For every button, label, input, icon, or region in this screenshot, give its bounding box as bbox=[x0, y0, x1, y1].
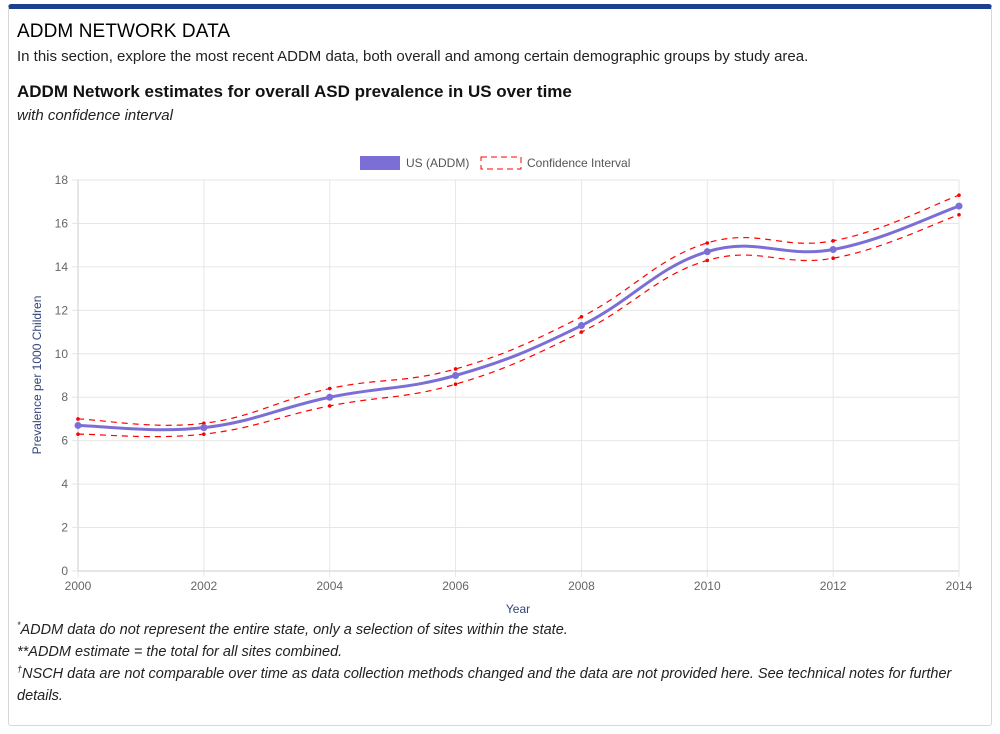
data-point-us-addm[interactable] bbox=[955, 202, 963, 210]
footnote-1: *ADDM data do not represent the entire s… bbox=[17, 619, 972, 641]
confidence-band bbox=[76, 193, 961, 438]
x-tick-label: 2004 bbox=[316, 579, 343, 593]
chart-ticks: 0 2 4 6 8 10 12 14 16 18 2000 2002 2004 2006 2008 2010 2… bbox=[55, 173, 973, 593]
y-tick-label: 6 bbox=[61, 434, 68, 448]
footnote-text: ADDM data do not represent the entire st… bbox=[20, 622, 568, 638]
x-tick-label: 2010 bbox=[694, 579, 721, 593]
x-tick-label: 2008 bbox=[568, 579, 595, 593]
confidence-upper-point[interactable] bbox=[705, 241, 710, 245]
footnote-text: **ADDM estimate = the total for all site… bbox=[17, 644, 343, 660]
confidence-lower-point[interactable] bbox=[202, 432, 206, 436]
y-tick-label: 12 bbox=[55, 303, 69, 317]
data-point-us-addm[interactable] bbox=[326, 393, 334, 401]
data-point-us-addm[interactable] bbox=[200, 424, 208, 432]
x-axis-title: Year bbox=[506, 602, 530, 616]
series-layer bbox=[74, 202, 963, 432]
confidence-upper-line bbox=[77, 194, 960, 426]
series-line-us-addm bbox=[77, 204, 960, 432]
y-tick-label: 2 bbox=[61, 521, 68, 535]
x-tick-label: 2002 bbox=[191, 579, 218, 593]
footnote-2: **ADDM estimate = the total for all site… bbox=[17, 641, 972, 663]
x-tick-label: 2014 bbox=[946, 579, 973, 593]
y-tick-label: 4 bbox=[61, 477, 68, 491]
chart-grid bbox=[77, 179, 960, 572]
y-tick-label: 18 bbox=[55, 173, 69, 187]
data-point-us-addm[interactable] bbox=[452, 372, 460, 379]
section-description: In this section, explore the most recent… bbox=[17, 48, 809, 65]
footnote-text: NSCH data are not comparable over time a… bbox=[17, 666, 952, 704]
confidence-lower-point[interactable] bbox=[579, 330, 584, 334]
chart-subtitle: with confidence interval bbox=[17, 107, 173, 124]
data-point-us-addm[interactable] bbox=[577, 322, 585, 330]
y-tick-label: 0 bbox=[61, 564, 68, 578]
footnote-mark: * bbox=[17, 620, 21, 631]
confidence-lower-point[interactable] bbox=[957, 212, 961, 217]
footnotes: *ADDM data do not represent the entire s… bbox=[17, 619, 972, 707]
section-title: ADDM NETWORK DATA bbox=[17, 21, 231, 42]
x-tick-label: 2012 bbox=[820, 579, 847, 593]
legend-swatch-us-addm[interactable] bbox=[360, 156, 400, 170]
data-point-us-addm[interactable] bbox=[74, 421, 82, 429]
confidence-upper-point[interactable] bbox=[579, 315, 584, 319]
x-tick-label: 2006 bbox=[442, 579, 469, 593]
data-point-us-addm[interactable] bbox=[703, 248, 711, 256]
confidence-lower-line bbox=[77, 214, 960, 438]
legend-label-us-addm[interactable]: US (ADDM) bbox=[406, 156, 469, 170]
confidence-lower-point[interactable] bbox=[453, 382, 458, 386]
confidence-lower-point[interactable] bbox=[327, 404, 332, 408]
confidence-lower-point[interactable] bbox=[705, 258, 710, 263]
confidence-upper-point[interactable] bbox=[831, 239, 835, 243]
legend-label-confidence-interval[interactable]: Confidence Interval bbox=[527, 156, 630, 170]
confidence-upper-point[interactable] bbox=[327, 386, 332, 391]
y-tick-label: 14 bbox=[55, 260, 69, 274]
confidence-lower-point[interactable] bbox=[76, 432, 80, 436]
prevalence-line-chart: 0 2 4 6 8 10 12 14 16 18 2000 2002 2004 2006 2008 2010 2… bbox=[30, 156, 973, 616]
confidence-upper-point[interactable] bbox=[957, 193, 961, 198]
confidence-lower-point[interactable] bbox=[831, 256, 835, 261]
confidence-upper-point[interactable] bbox=[202, 421, 206, 426]
data-point-us-addm[interactable] bbox=[829, 246, 837, 254]
addm-network-card bbox=[8, 4, 992, 726]
confidence-upper-point[interactable] bbox=[453, 367, 458, 371]
chart-title: ADDM Network estimates for overall ASD p… bbox=[17, 82, 572, 101]
chart-legend: US (ADDM) Confidence Interval bbox=[360, 156, 630, 170]
y-tick-label: 16 bbox=[55, 216, 69, 230]
y-tick-label: 10 bbox=[55, 347, 69, 361]
footnote-3: †NSCH data are not comparable over time … bbox=[17, 663, 972, 707]
y-axis-title: Prevalence per 1000 Children bbox=[30, 296, 44, 455]
legend-swatch-confidence-interval[interactable] bbox=[480, 156, 522, 170]
y-tick-label: 8 bbox=[61, 390, 68, 404]
footnote-mark: † bbox=[17, 664, 23, 675]
x-tick-label: 2000 bbox=[65, 579, 92, 593]
confidence-upper-point[interactable] bbox=[76, 417, 80, 421]
